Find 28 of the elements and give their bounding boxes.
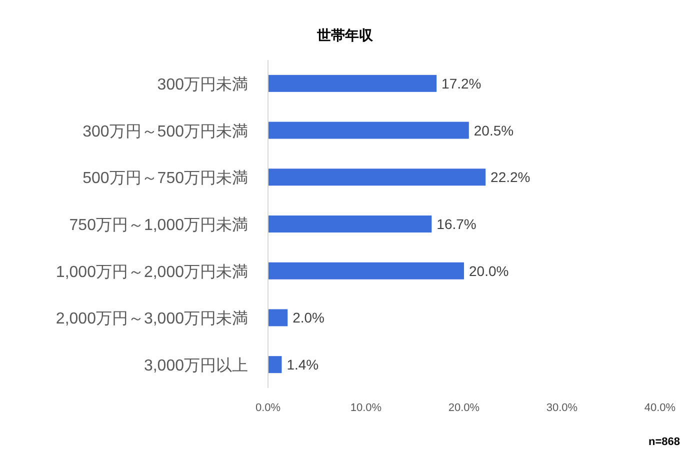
y-tick-label: 1,000万円～2,000万円未満 — [56, 262, 248, 281]
data-label: 1.4% — [286, 356, 319, 373]
x-tick-label: 20.0% — [448, 402, 480, 414]
y-tick-label: 500万円～750万円未満 — [82, 169, 248, 188]
y-tick-label: 750万円～1,000万円未満 — [69, 216, 248, 234]
x-tick-label: 10.0% — [350, 402, 382, 414]
y-tick-label: 300万円未満 — [157, 75, 248, 94]
bar — [268, 309, 288, 326]
data-label: 22.2% — [490, 169, 530, 186]
bar — [268, 356, 282, 374]
data-label: 20.0% — [469, 262, 509, 279]
chart-title: 世帯年収 — [316, 27, 374, 43]
data-label: 2.0% — [292, 310, 325, 326]
data-label: 20.5% — [474, 122, 514, 138]
y-tick-label: 3,000万円以上 — [144, 356, 248, 375]
bar — [268, 74, 437, 92]
y-tick-label: 300万円～500万円未満 — [82, 122, 248, 140]
bar — [268, 216, 432, 232]
text: n=868 — [648, 436, 680, 448]
data-label: 16.7% — [436, 216, 476, 232]
bar — [268, 122, 469, 139]
x-tick-label: 30.0% — [546, 402, 578, 414]
x-tick-label: 0.0% — [255, 402, 281, 414]
x-tick-label: 40.0% — [644, 402, 676, 414]
y-tick-label: 2,000万円～3,000万円未満 — [56, 310, 248, 328]
data-label: 17.2% — [442, 75, 482, 92]
bar — [268, 168, 486, 186]
bar — [268, 262, 464, 280]
